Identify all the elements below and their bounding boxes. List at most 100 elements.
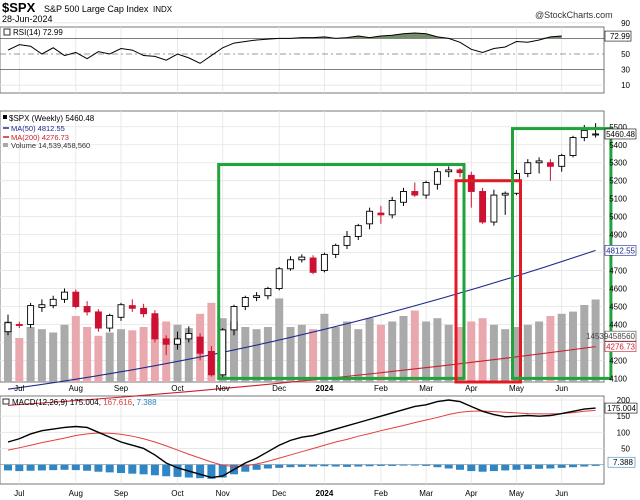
macd-histogram-bar (557, 464, 566, 468)
volume-bar (297, 324, 306, 382)
macd-histogram-bar (128, 464, 137, 474)
candle-body (298, 256, 306, 261)
macd-histogram-bar (535, 464, 544, 469)
macd-histogram-bar (15, 464, 24, 472)
rsi-last-value: 72.99 (610, 32, 631, 41)
candle-body (388, 200, 396, 216)
volume-last-value: 14539458560 (586, 332, 635, 341)
candle-body (377, 212, 385, 216)
volume-bar (376, 324, 385, 382)
macd-histogram-bar (456, 464, 464, 470)
rsi-series (7, 32, 562, 64)
candle-body (253, 295, 261, 298)
watermark: @StockCharts.com (535, 10, 613, 20)
candle-body (501, 192, 509, 196)
volume-bar (489, 324, 498, 382)
symbol: $SPX (2, 0, 36, 15)
volume-bar (331, 327, 340, 382)
candle-body (467, 174, 475, 192)
rsi-y-tick-label: 10 (621, 81, 630, 90)
macd-histogram-bar (286, 464, 295, 468)
price-x-tick-label: Feb (374, 384, 388, 393)
exchange: INDX (153, 5, 173, 14)
macd-histogram-bar (433, 464, 442, 468)
volume-bar (557, 313, 566, 382)
axis-labels: Jul Jul Aug Aug Sep Sep Oct Oct Nov Nov Dec Dec 2024… (14, 19, 638, 498)
volume-bar (388, 321, 397, 382)
rsi-y-tick-label: 50 (621, 50, 630, 59)
volume-bar (173, 324, 182, 382)
candle-body (49, 298, 57, 307)
gridlines (0, 22, 604, 484)
candle-body (569, 137, 577, 156)
candle-body (275, 268, 283, 289)
macd-panel (0, 395, 605, 485)
candle-body (106, 315, 114, 329)
candle-body (83, 306, 91, 313)
volume-bar (399, 316, 408, 382)
price-x-tick-label: Aug (69, 384, 83, 393)
candle-body (72, 291, 80, 307)
candle-body (445, 169, 453, 173)
macd-histogram-bar (117, 464, 125, 474)
price-y-tick-label: 4700 (609, 267, 627, 276)
volume-bar (354, 329, 363, 382)
macd-histogram-bar (309, 464, 318, 467)
macd-hist-last-value: 7.388 (613, 458, 634, 467)
price-y-tick-label: 4100 (609, 374, 627, 383)
volume-bar (83, 327, 92, 382)
volume-bar (433, 318, 442, 382)
candle-body (546, 162, 554, 167)
ma200-last-value-box (604, 341, 637, 352)
macd-legend-signal: 167.616 (103, 398, 132, 407)
volume-bar (26, 327, 35, 382)
macd-y-tick-label: 200 (617, 396, 631, 405)
macd-hist-last-value-box (607, 456, 636, 468)
price-y-tick-label: 5100 (609, 195, 627, 204)
macd-histogram-bar (196, 464, 205, 479)
macd-histogram-bar (410, 464, 419, 466)
macd-histogram-bar (512, 464, 521, 470)
price-y-tick-label: 4500 (609, 303, 627, 312)
macd-histogram-bar (422, 464, 431, 466)
volume-bar (252, 329, 261, 382)
macd-histogram-bar (241, 464, 250, 472)
volume-bar (71, 316, 80, 382)
candle-body (513, 173, 520, 194)
macd-histogram-bar (591, 464, 600, 466)
macd-histogram-bar (173, 464, 182, 477)
volume-bar (207, 302, 216, 382)
macd-legend: MACD(12,26,9) 175.004, 167.616, 7.388 (12, 398, 157, 407)
volume-bar (580, 305, 589, 382)
macd-histogram-bar (207, 464, 216, 479)
macd-histogram-bar (83, 464, 92, 471)
macd-histogram-bar (71, 464, 80, 471)
volume-bar (263, 327, 272, 382)
price-y-tick-label: 4900 (609, 231, 627, 240)
candle-body (174, 338, 181, 345)
volume-bar (569, 311, 577, 382)
volume-bar (410, 310, 419, 382)
volume-bar (320, 313, 329, 382)
volume-bar (478, 318, 487, 382)
macd-y-tick-label: 50 (621, 444, 630, 453)
macd-histogram-bar (218, 464, 227, 478)
candle-body (151, 313, 159, 340)
candle-body (287, 259, 294, 270)
price-x-tick-label: Apr (465, 384, 478, 393)
candle-body (580, 129, 588, 139)
macd-signal-line (7, 409, 596, 468)
macd-x-tick-label: Jul (14, 489, 24, 498)
macd-x-tick-label: Mar (419, 489, 433, 498)
macd-y-tick-label: 100 (617, 428, 631, 437)
macd-legend-hist: 7.388 (137, 398, 158, 407)
candle-body (117, 304, 125, 318)
annotation-boxes (217, 127, 613, 384)
rsi-legend-swatch (3, 28, 11, 36)
volume-bar (49, 332, 58, 382)
volume-bar (523, 324, 532, 382)
price-legend: $SPX (Weekly) 5460.48 (9, 114, 95, 123)
macd-x-tick-label: Apr (465, 489, 478, 498)
volume-bar (286, 327, 295, 382)
price-y-tick-label: 5500 (609, 123, 627, 132)
